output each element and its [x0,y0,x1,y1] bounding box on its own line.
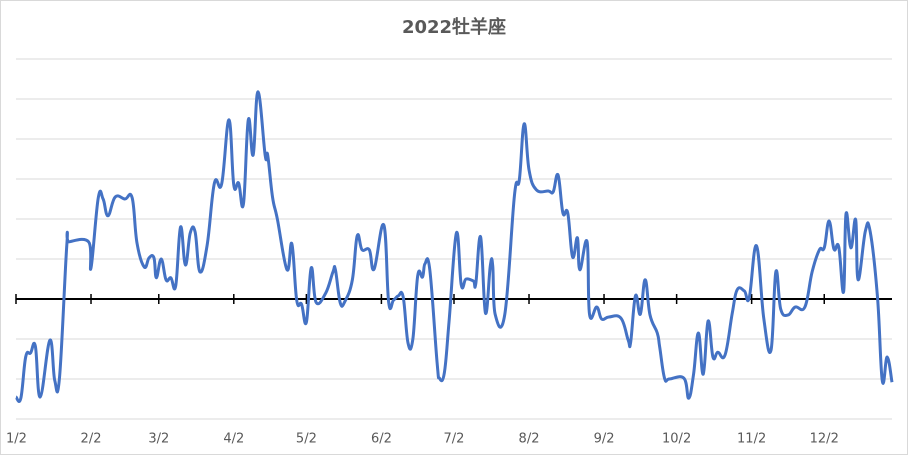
x-tick-label: 11/2 [737,432,766,447]
x-tick-label: 9/2 [594,432,615,447]
x-tick-label: 6/2 [371,432,392,447]
chart-title: 2022牡羊座 [402,16,506,38]
x-tick-label: 5/2 [296,432,317,447]
x-tick-label: 8/2 [519,432,540,447]
x-tick-label: 10/2 [662,432,691,447]
x-tick-label: 12/2 [810,432,839,447]
x-tick-label: 3/2 [148,432,169,447]
data-line [14,90,894,403]
x-tick-label: 4/2 [223,432,244,447]
x-tick-label: 2/2 [81,432,102,447]
x-tick-label: 1/2 [6,432,27,447]
x-tick-label: 7/2 [444,432,465,447]
